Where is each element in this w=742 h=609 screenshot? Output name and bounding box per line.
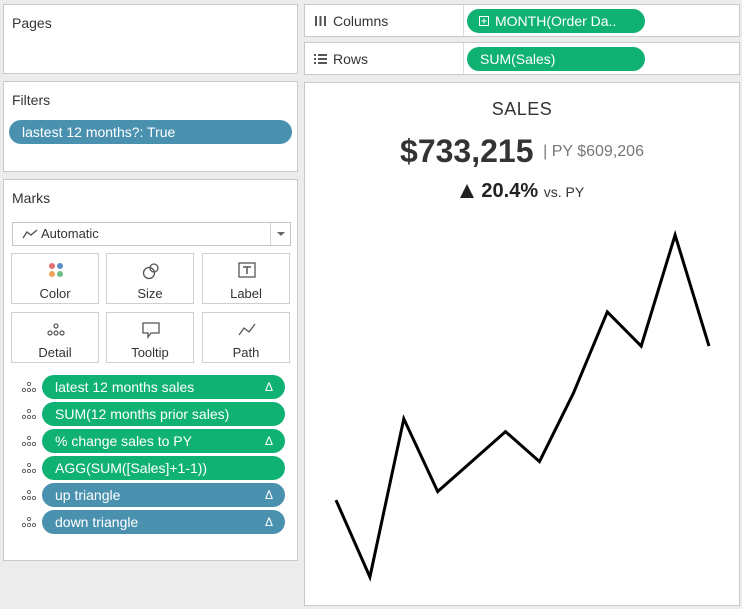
detail-button[interactable]: Detail [11,312,99,363]
field-pill-agg-sales[interactable]: AGG(SUM([Sales]+1-1)) [42,456,285,480]
marks-card: Marks Automatic Color Size Label [3,179,298,561]
detail-dots-icon [21,382,37,392]
field-pill-label: % change sales to PY [55,433,192,449]
detail-icon [47,323,65,336]
change-value: 20.4% [481,180,539,202]
filters-title: Filters [12,92,51,108]
viz-title: SALES [491,99,553,119]
mark-field-row: latest 12 months sales Δ [4,375,299,399]
label-button[interactable]: Label [202,253,290,304]
rows-pill[interactable]: SUM(Sales) [467,47,645,71]
rows-label: Rows [333,51,369,67]
tooltip-label: Tooltip [131,345,169,360]
expand-plus-icon[interactable] [479,16,489,26]
path-icon [238,323,256,336]
field-pill-pct-change[interactable]: % change sales to PY Δ [42,429,285,453]
field-pill-latest-sales[interactable]: latest 12 months sales Δ [42,375,285,399]
size-icon [142,263,159,280]
text-label-icon [238,262,256,278]
field-pill-label: SUM(12 months prior sales) [55,406,230,422]
mark-field-row: up triangle Δ [4,483,299,507]
change-suffix: vs. PY [543,184,585,200]
sales-series-line[interactable] [334,229,711,582]
field-pill-down-triangle[interactable]: down triangle Δ [42,510,285,534]
detail-dots-icon [21,409,37,419]
path-button[interactable]: Path [202,312,290,363]
up-triangle-icon [459,184,474,198]
field-pill-label: AGG(SUM([Sales]+1-1)) [55,460,208,476]
viz-pane: SALES $733,215 | PY $609,206 20.4% vs. P… [304,82,740,606]
label-label: Label [230,286,262,301]
pages-title: Pages [12,15,52,31]
size-button[interactable]: Size [106,253,194,304]
detail-label: Detail [38,345,72,360]
columns-pill-label: MONTH(Order Da.. [495,13,617,29]
columns-icon [315,16,326,26]
delta-icon: Δ [264,515,273,529]
field-pill-label: latest 12 months sales [55,379,195,395]
color-label: Color [39,286,71,301]
filters-card: Filters lastest 12 months?: True [3,81,298,172]
detail-dots-icon [21,463,37,473]
columns-label: Columns [333,13,389,29]
path-label: Path [232,345,260,360]
filter-pill[interactable]: lastest 12 months?: True [9,120,292,144]
field-pill-label: down triangle [55,514,139,530]
color-button[interactable]: Color [11,253,99,304]
chevron-down-icon[interactable] [270,223,290,245]
size-label: Size [137,286,163,301]
delta-icon: Δ [264,434,273,448]
rows-icon [314,54,327,64]
rows-shelf[interactable]: Rows SUM(Sales) [304,42,740,75]
mark-type-label: Automatic [41,226,99,241]
columns-pill[interactable]: MONTH(Order Da.. [467,9,645,33]
mark-field-row: % change sales to PY Δ [4,429,299,453]
color-icon [49,263,63,277]
pages-card: Pages [3,4,298,74]
marks-title: Marks [12,190,51,206]
mark-field-row: AGG(SUM([Sales]+1-1)) [4,456,299,480]
tooltip-icon [142,322,160,339]
tooltip-button[interactable]: Tooltip [106,312,194,363]
mark-field-row: down triangle Δ [4,510,299,534]
columns-shelf[interactable]: Columns MONTH(Order Da.. [304,4,740,37]
kpi-value: $733,215 [400,133,534,169]
mark-type-dropdown[interactable]: Automatic [12,222,291,246]
change-line: 20.4% vs. PY [305,180,739,203]
detail-dots-icon [21,490,37,500]
delta-icon: Δ [264,380,273,394]
detail-dots-icon [21,436,37,446]
detail-dots-icon [21,517,37,527]
mark-field-row: SUM(12 months prior sales) [4,402,299,426]
sales-line-chart [334,229,711,582]
field-pill-up-triangle[interactable]: up triangle Δ [42,483,285,507]
field-pill-prior-sales[interactable]: SUM(12 months prior sales) [42,402,285,426]
delta-icon: Δ [264,488,273,502]
kpi-line: $733,215 | PY $609,206 [305,133,739,170]
kpi-prior-year: | PY $609,206 [543,142,644,160]
field-pill-label: up triangle [55,487,121,503]
line-mark-icon [22,229,38,239]
